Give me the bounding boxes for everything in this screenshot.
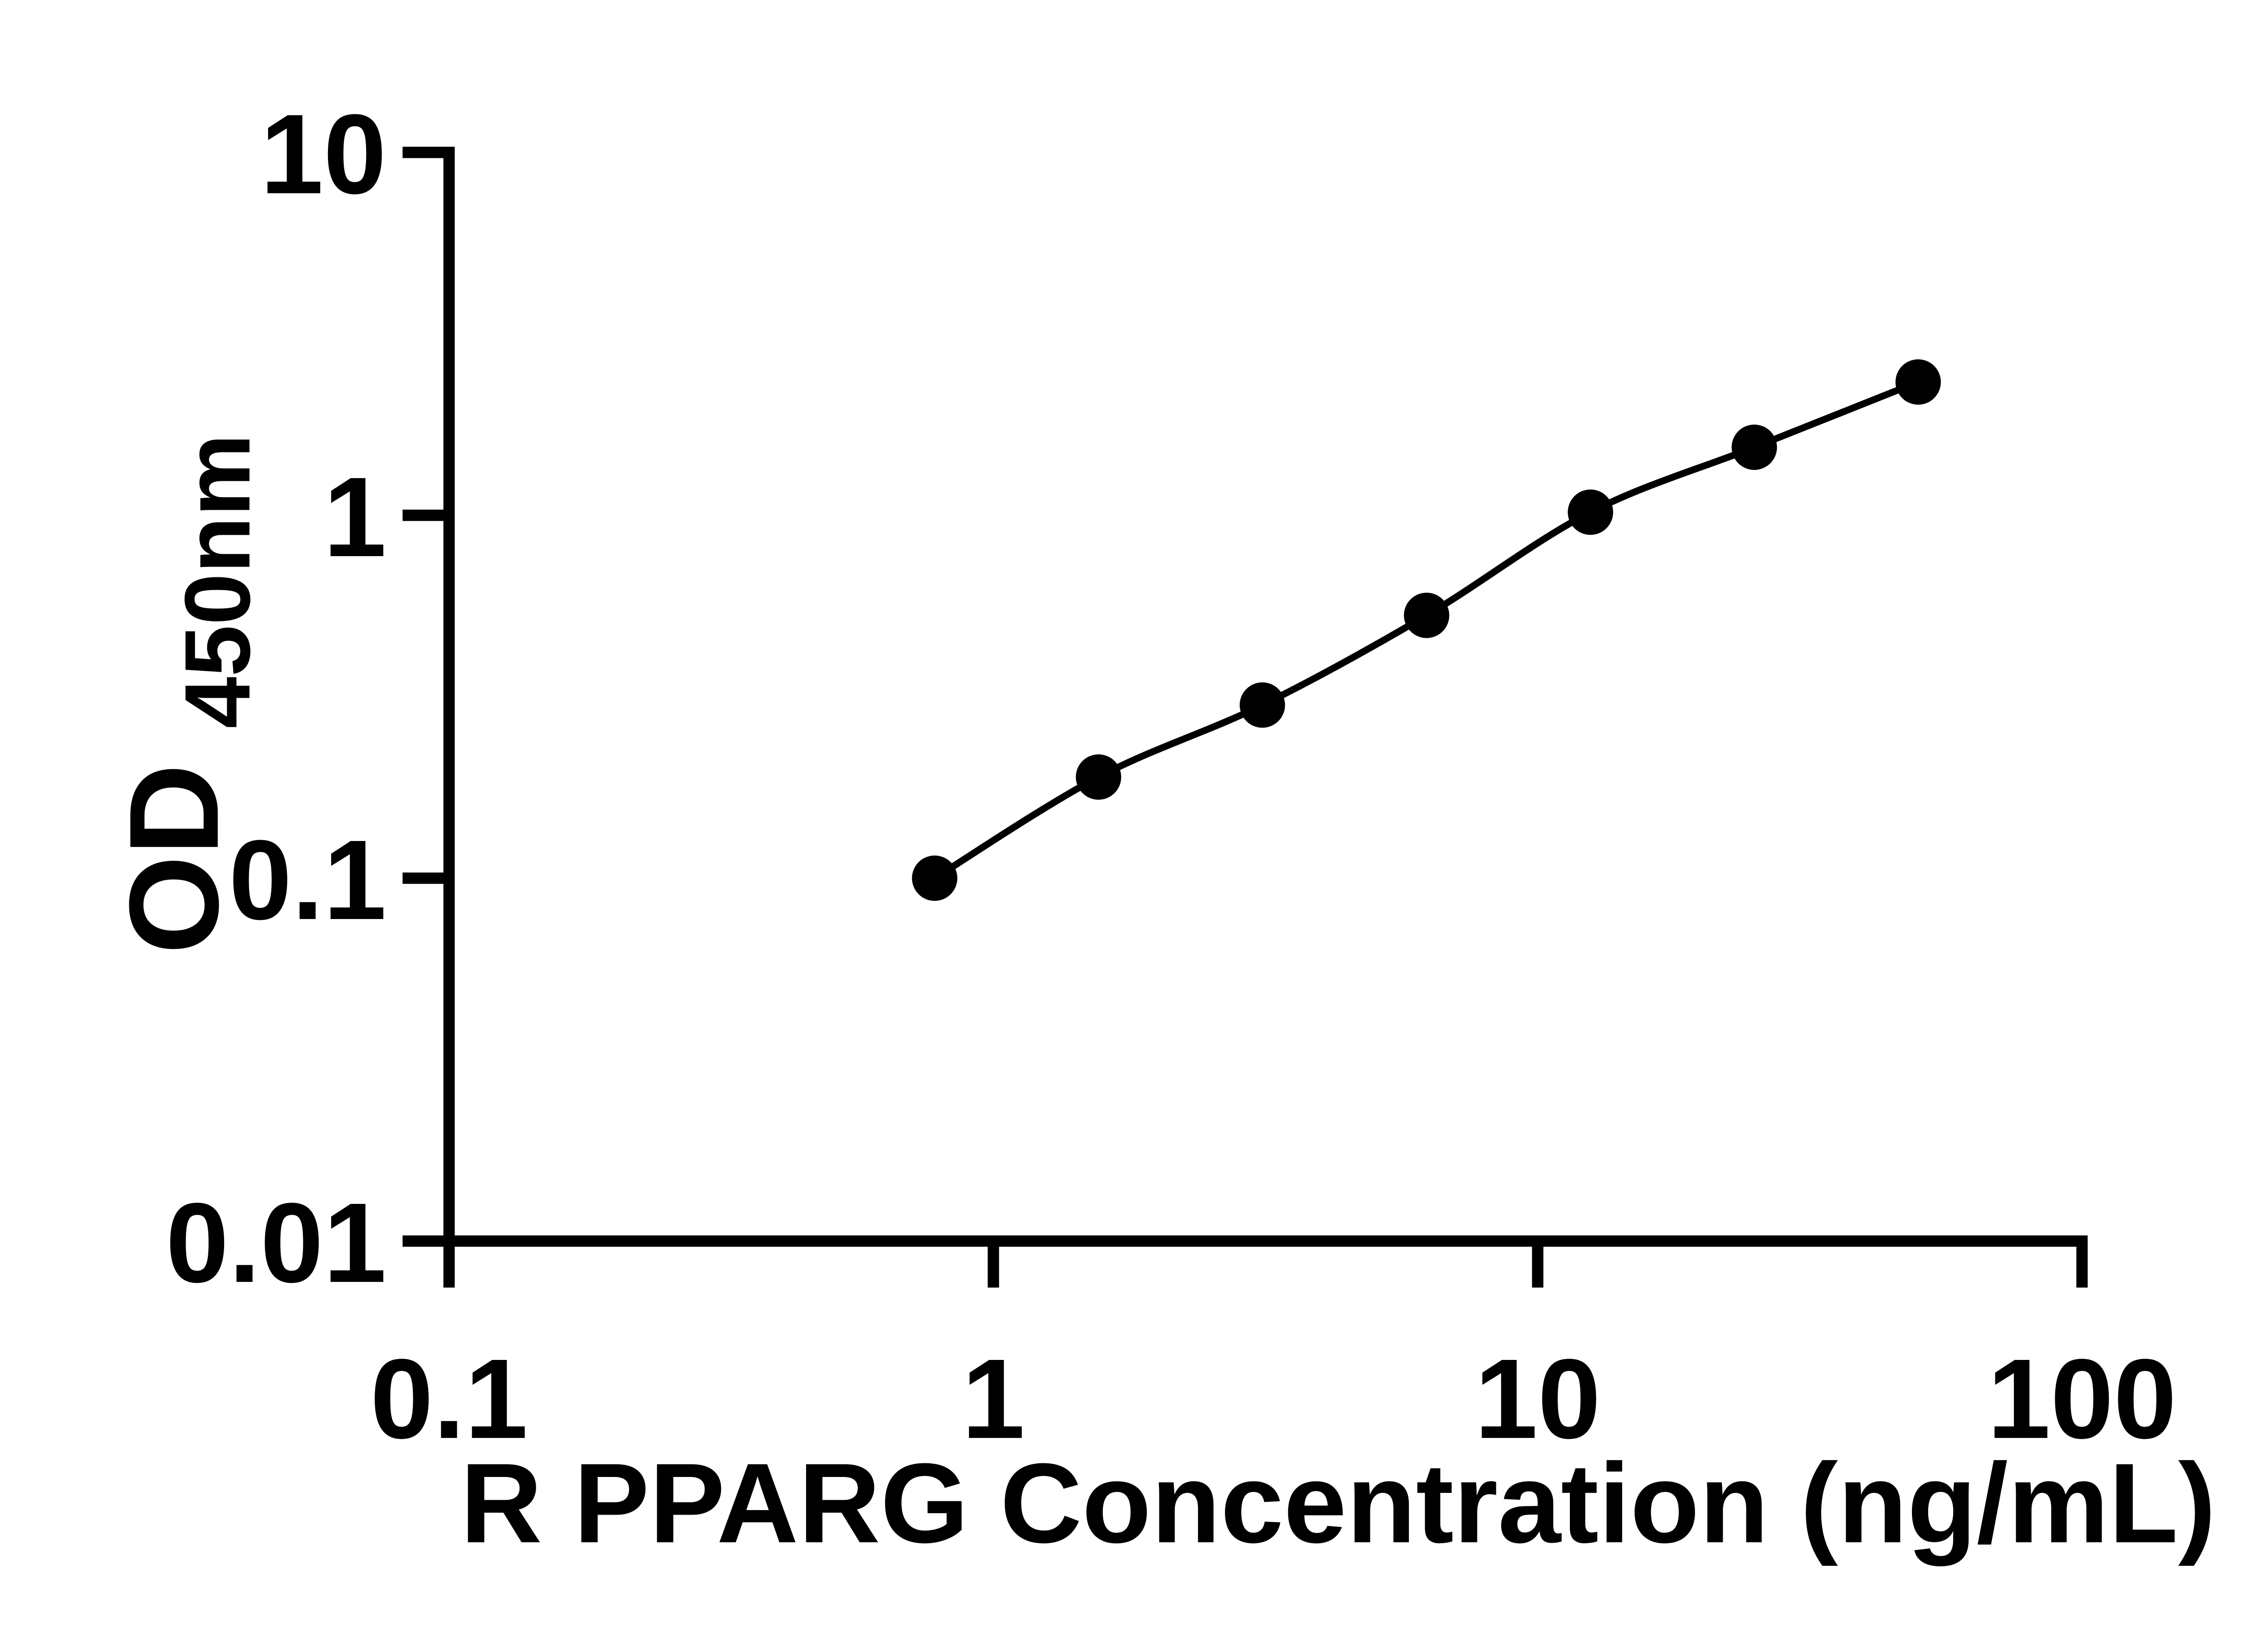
y-axis-title-subscript: 450nm — [166, 434, 269, 728]
x-tick-label: 100 — [1987, 1335, 2176, 1462]
x-axis-tick-labels: 0.1 1 10 100 — [370, 1335, 2176, 1462]
data-points — [912, 359, 1941, 901]
data-point-marker — [1731, 424, 1777, 470]
data-point-marker — [1895, 359, 1941, 405]
y-tick-label: 10 — [260, 91, 386, 217]
y-axis-ticks — [402, 147, 444, 1247]
y-tick-label: 0.1 — [229, 816, 386, 943]
x-tick-label: 1 — [962, 1335, 1025, 1462]
x-tick-label: 0.1 — [370, 1335, 528, 1462]
y-tick-label: 1 — [323, 454, 386, 580]
axes — [443, 147, 2088, 1247]
y-axis-title-main: OD — [103, 764, 245, 954]
data-point-marker — [1404, 592, 1450, 638]
y-axis-tick-labels: 10 1 0.1 0.01 — [166, 91, 386, 1306]
x-axis-title: R PPARG Concentration (ng/mL) — [460, 1440, 2216, 1566]
data-point-marker — [1239, 682, 1285, 728]
x-axis-ticks — [443, 1247, 2088, 1288]
data-point-marker — [1075, 754, 1121, 800]
y-axis-title: OD 450nm — [103, 434, 269, 954]
data-point-marker — [912, 856, 958, 901]
x-tick-label: 10 — [1475, 1335, 1601, 1462]
y-tick-label: 0.01 — [166, 1179, 386, 1306]
data-point-marker — [1568, 489, 1613, 535]
